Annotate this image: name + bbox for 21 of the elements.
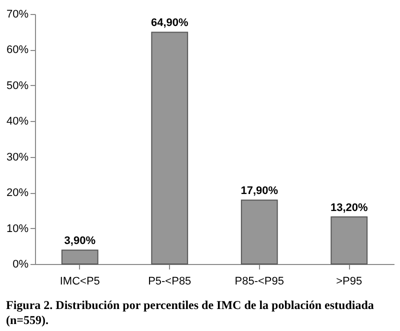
y-tick-label: 30%	[6, 151, 29, 164]
y-tick-label: 60%	[6, 44, 29, 56]
data-label: 13,20%	[330, 202, 368, 214]
bar	[151, 32, 188, 264]
data-label: 17,90%	[240, 185, 278, 198]
bar	[330, 216, 368, 264]
x-tick-label: P85-<P95	[234, 276, 284, 288]
y-tick-label: 0%	[12, 258, 29, 270]
y-tick-label: 20%	[6, 187, 29, 200]
text: Figura 2. Distribución por percentiles de IMC de la población estudiada (n=559).	[6, 298, 374, 327]
bar	[240, 200, 278, 264]
x-tick-label: IMC<P5	[60, 276, 100, 288]
y-tick-label: 50%	[6, 80, 29, 92]
y-tick-label: 10%	[6, 222, 29, 235]
data-label: 64,90%	[150, 17, 188, 30]
data-label: 3,90%	[64, 235, 96, 248]
y-tick-label: 70%	[6, 8, 29, 20]
bar	[61, 250, 98, 264]
x-tick-label: >P95	[336, 276, 362, 288]
y-tick-label: 40%	[6, 116, 29, 128]
x-tick-label: P5-<P85	[148, 276, 192, 288]
